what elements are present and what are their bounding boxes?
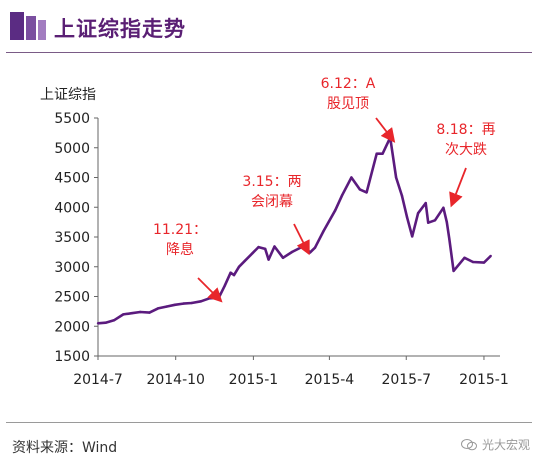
data-point [406,216,408,218]
data-point [376,153,378,155]
annotation-arrow [452,168,466,204]
annotation-label: 6.12：A [321,76,376,92]
data-point [238,266,240,268]
x-tick-label: 2015-7 [381,372,431,388]
data-point [446,221,448,223]
annotation-label: 股见顶 [327,96,369,112]
annotation-arrow [376,118,393,140]
data-point [224,285,226,287]
data-point [122,313,124,315]
data-point [229,272,231,274]
data-point [365,191,367,193]
data-point [434,219,436,221]
data-point [341,194,343,196]
data-point [139,311,141,313]
y-tick-label: 4500 [54,171,90,187]
accent-square-1 [10,12,24,40]
data-point [322,230,324,232]
data-point [442,207,444,209]
data-point [291,251,293,253]
title-divider [6,52,532,53]
data-point [427,222,429,224]
data-point [251,252,253,254]
x-tick-label: 2015-1 [459,372,509,388]
data-point [411,235,413,237]
data-point [104,322,106,324]
watermark: 光大宏观 [461,436,530,453]
data-point [334,209,336,211]
data-point [113,319,115,321]
y-axis-label: 上证综指 [40,87,96,103]
annotation-label: 降息 [166,241,194,258]
data-point [157,307,159,309]
y-tick-label: 5000 [54,141,90,157]
watermark-text: 光大宏观 [482,436,530,453]
data-point [191,302,193,304]
annotation-label: 11.21： [153,222,207,238]
data-point [463,257,465,259]
y-tick-label: 2000 [54,319,90,335]
data-point [309,251,311,253]
data-point [359,188,361,190]
data-point [174,304,176,306]
y-tick-label: 4000 [54,200,90,216]
y-tick-label: 5500 [54,111,90,127]
data-point [282,257,284,259]
data-point [131,312,133,314]
title-accent-block [10,12,26,38]
line-chart: 上证综指 1500 2000 2500 3000 3500 4000 4500 5000 5500… [0,56,542,398]
data-point [200,300,202,302]
x-tick-label: 2015-4 [305,372,355,388]
data-point [417,212,419,214]
data-point [273,245,275,247]
data-point [472,261,474,263]
title-bar: 上证综指走势 [6,4,536,48]
data-point [452,270,454,272]
data-point [182,302,184,304]
annotation-label: 3.15：两 [242,174,301,190]
y-tick-label: 3000 [54,260,90,276]
accent-square-3 [38,20,46,40]
accent-square-2 [26,16,36,40]
data-point [401,195,403,197]
annotation-arrow [198,278,220,300]
data-point [165,305,167,307]
wechat-icon [461,439,477,451]
data-point [314,247,316,249]
data-point [257,246,259,248]
footer-divider [6,422,532,423]
data-point [395,176,397,178]
data-point [97,322,99,324]
data-point [264,248,266,250]
y-tick-label: 3500 [54,230,90,246]
annotation-label: 8.18：再 [436,122,495,138]
data-point [233,274,235,276]
annotation-label: 次大跌 [445,142,487,158]
data-point [267,258,269,260]
data-point [425,202,427,204]
x-tick-label: 2015-1 [229,372,279,388]
data-point [350,176,352,178]
y-tick-label: 2500 [54,290,90,306]
data-point [448,238,450,240]
y-tick-label: 1500 [54,349,90,365]
data-point [148,311,150,313]
source-note: 资料来源：Wind [12,437,117,457]
x-tick-label: 2014-10 [146,372,205,388]
data-point [483,261,485,263]
data-point [381,153,383,155]
data-point [244,260,246,262]
annotation-label: 会闭幕 [251,194,293,210]
data-point [208,297,210,299]
chart-container: 上证综指 1500 2000 2500 3000 3500 4000 4500 5000 5500… [0,56,542,398]
page-title: 上证综指走势 [54,13,186,43]
data-point [490,255,492,257]
x-tick-label: 2014-7 [73,372,123,388]
